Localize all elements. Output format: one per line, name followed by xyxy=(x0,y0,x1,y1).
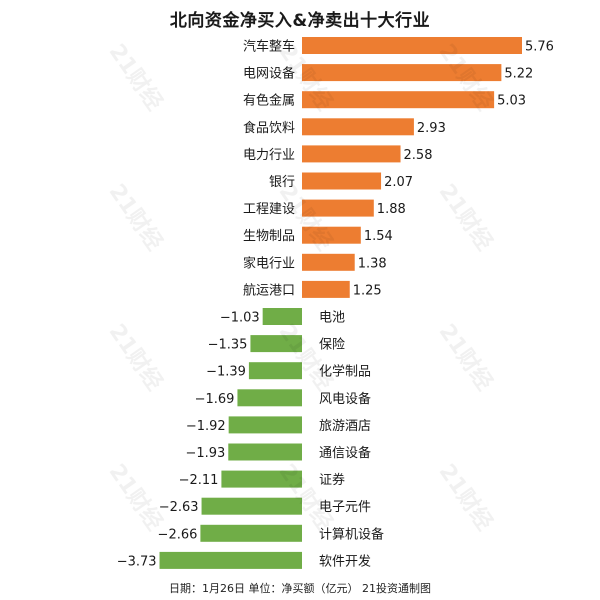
category-label-3: 有色金属 xyxy=(243,93,295,109)
bar-2 xyxy=(302,64,502,82)
category-label-18: 电子元件 xyxy=(319,500,371,515)
category-label-7: 工程建设 xyxy=(243,202,295,217)
category-label-15: 旅游酒店 xyxy=(319,419,371,434)
chart-title: 北向资金净买入&净卖出十大行业 xyxy=(169,11,431,31)
category-label-20: 软件开发 xyxy=(319,553,371,569)
value-label-15: −1.92 xyxy=(186,419,226,434)
bar-19 xyxy=(200,524,302,542)
value-label-3: 5.03 xyxy=(497,94,526,109)
bar-7 xyxy=(302,199,374,217)
bar-18 xyxy=(201,497,302,515)
value-label-9: 1.38 xyxy=(358,256,387,271)
bar-1 xyxy=(302,37,522,54)
category-label-4: 食品饮料 xyxy=(243,120,295,136)
value-label-14: −1.69 xyxy=(195,392,235,407)
category-label-19: 计算机设备 xyxy=(319,526,384,542)
bar-16 xyxy=(228,443,302,461)
category-label-10: 航运港口 xyxy=(243,282,295,298)
value-label-4: 2.93 xyxy=(417,121,446,136)
value-label-19: −2.66 xyxy=(158,527,198,542)
value-label-6: 2.07 xyxy=(384,175,413,190)
value-label-7: 1.88 xyxy=(377,202,406,217)
value-label-5: 2.58 xyxy=(404,148,433,163)
bar-8 xyxy=(302,226,361,244)
category-label-12: 保险 xyxy=(319,338,345,353)
bar-17 xyxy=(221,470,302,488)
category-label-9: 家电行业 xyxy=(243,255,295,271)
value-label-11: −1.03 xyxy=(220,311,260,326)
value-label-1: 5.76 xyxy=(525,40,554,55)
bar-5 xyxy=(302,145,401,163)
category-label-11: 电池 xyxy=(319,311,345,326)
category-label-2: 电网设备 xyxy=(243,66,295,82)
bar-20 xyxy=(159,551,302,569)
category-label-13: 化学制品 xyxy=(319,364,371,380)
bar-9 xyxy=(302,253,355,271)
bar-15 xyxy=(228,416,302,434)
category-label-14: 风电设备 xyxy=(319,391,371,407)
bar-6 xyxy=(302,172,382,190)
category-label-6: 银行 xyxy=(269,175,295,190)
value-label-13: −1.39 xyxy=(206,365,246,380)
chart-footer: 日期：1月26日 单位：净买额（亿元） 21投资通制图 xyxy=(169,582,431,595)
category-label-1: 汽车整车 xyxy=(243,39,295,55)
value-label-8: 1.54 xyxy=(364,229,393,244)
value-label-10: 1.25 xyxy=(353,283,382,298)
bar-11 xyxy=(262,308,302,325)
value-label-20: −3.73 xyxy=(117,554,157,569)
bar-10 xyxy=(302,280,350,298)
value-label-16: −1.93 xyxy=(185,446,225,461)
value-label-18: −2.63 xyxy=(159,500,199,515)
bar-13 xyxy=(248,362,302,380)
category-label-16: 通信设备 xyxy=(319,445,371,461)
category-label-17: 证券 xyxy=(319,472,345,488)
category-label-5: 电力行业 xyxy=(243,148,295,163)
bar-4 xyxy=(302,118,414,136)
value-label-17: −2.11 xyxy=(179,473,219,488)
bar-3 xyxy=(302,91,495,109)
value-label-2: 5.22 xyxy=(504,67,533,82)
bar-12 xyxy=(250,335,302,353)
bar-14 xyxy=(237,389,302,407)
category-label-8: 生物制品 xyxy=(243,229,295,244)
value-label-12: −1.35 xyxy=(208,338,248,353)
